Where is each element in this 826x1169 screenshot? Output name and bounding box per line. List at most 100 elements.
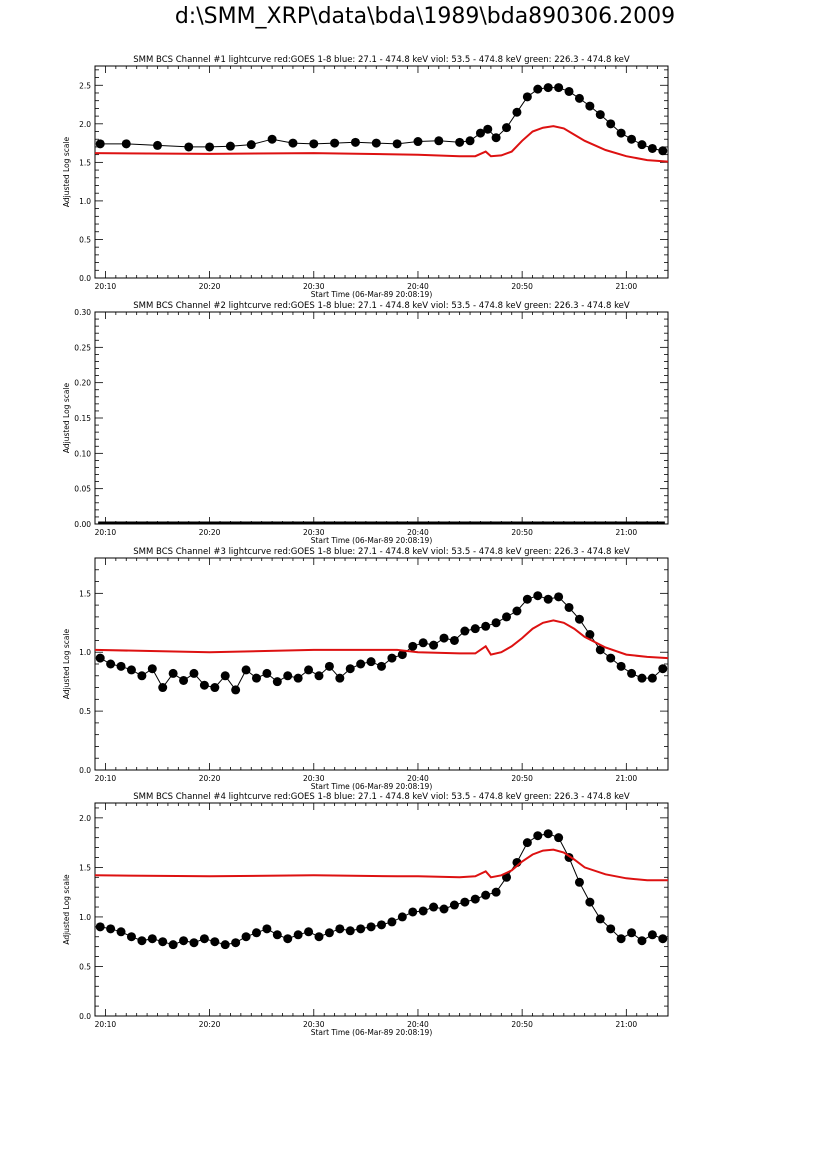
data-point: [658, 146, 668, 156]
data-point: [205, 142, 215, 152]
data-point: [350, 137, 360, 147]
data-point: [137, 671, 147, 681]
data-point: [595, 914, 605, 924]
data-point: [272, 677, 282, 687]
y-tick-label: 0.0: [79, 766, 91, 775]
y-tick-label: 0.25: [74, 343, 91, 352]
y-tick-label: 0.5: [79, 235, 91, 244]
y-tick-label: 1.5: [79, 589, 91, 598]
data-point: [429, 902, 439, 912]
data-point: [585, 101, 595, 111]
x-tick-label: 21:00: [616, 282, 638, 291]
y-tick-label: 0.15: [74, 414, 91, 423]
x-tick-label: 20:20: [199, 774, 221, 783]
y-tick-label: 1.5: [79, 863, 91, 872]
x-tick-label: 20:30: [303, 774, 325, 783]
data-point: [637, 936, 647, 946]
data-point: [283, 934, 293, 944]
y-tick-label: 0.10: [74, 449, 91, 458]
page-title: d:\SMM_XRP\data\bda\1989\bda890306.2009: [174, 4, 676, 29]
panel-title: SMM BCS Channel #4 lightcurve red:GOES 1…: [133, 792, 630, 802]
data-point: [533, 831, 543, 841]
data-point: [356, 659, 366, 669]
data-point: [262, 924, 272, 934]
goes-curve: [94, 125, 669, 163]
data-point: [512, 107, 522, 117]
panel-title: SMM BCS Channel #2 lightcurve red:GOES 1…: [133, 301, 630, 311]
data-point: [616, 661, 626, 671]
data-point: [335, 673, 345, 683]
x-tick-label: 20:20: [199, 528, 221, 537]
data-point: [210, 937, 220, 947]
data-connector: [99, 595, 664, 691]
data-point: [554, 592, 564, 602]
data-point: [304, 665, 314, 675]
data-point: [483, 124, 493, 134]
y-tick-label: 1.5: [79, 158, 91, 167]
data-point: [241, 932, 251, 942]
data-point: [491, 887, 501, 897]
y-tick-label: 1.0: [79, 197, 91, 206]
data-point: [533, 84, 543, 94]
data-point: [522, 594, 532, 604]
data-point: [460, 897, 470, 907]
data-point: [293, 673, 303, 683]
data-point: [512, 606, 522, 616]
data-point: [647, 930, 657, 940]
data-point: [439, 904, 449, 914]
panel-title: SMM BCS Channel #3 lightcurve red:GOES 1…: [133, 547, 630, 557]
y-tick-label: 2.5: [79, 81, 91, 90]
data-point: [330, 138, 340, 148]
data-point: [465, 136, 475, 146]
data-point: [314, 932, 324, 942]
x-tick-label: 20:40: [407, 528, 429, 537]
data-point: [554, 833, 564, 843]
data-point: [481, 890, 491, 900]
data-point: [585, 897, 595, 907]
x-tick-label: 21:00: [616, 528, 638, 537]
data-point: [606, 653, 616, 663]
data-point: [470, 894, 480, 904]
data-point: [491, 133, 501, 143]
x-tick-label: 20:50: [511, 282, 533, 291]
data-point: [429, 640, 439, 650]
x-tick-label: 20:10: [95, 774, 117, 783]
plot-frame: [94, 65, 669, 279]
x-tick-label: 20:40: [407, 1020, 429, 1029]
y-tick-label: 0.20: [74, 379, 91, 388]
data-point: [345, 664, 355, 674]
x-tick-label: 20:50: [511, 1020, 533, 1029]
data-point: [314, 671, 324, 681]
x-axis-label: Start Time (06-Mar-89 20:08:19): [311, 290, 433, 299]
x-tick-label: 20:30: [303, 282, 325, 291]
data-point: [377, 920, 386, 930]
data-point: [481, 621, 491, 631]
data-point: [564, 86, 574, 96]
y-tick-label: 0.5: [79, 962, 91, 971]
data-point: [116, 927, 126, 937]
data-point: [627, 668, 637, 678]
y-tick-label: 0.0: [79, 274, 91, 283]
y-axis-label: Adjusted Log scale: [62, 382, 71, 453]
data-point: [158, 937, 168, 947]
data-point: [408, 907, 418, 917]
data-point: [418, 638, 428, 648]
data-point: [574, 614, 584, 624]
panel-title: SMM BCS Channel #1 lightcurve red:GOES 1…: [133, 55, 630, 65]
x-tick-label: 20:30: [303, 1020, 325, 1029]
data-point: [554, 83, 564, 93]
x-axis-label: Start Time (06-Mar-89 20:08:19): [311, 536, 433, 545]
y-tick-label: 0.5: [79, 707, 91, 716]
data-point: [522, 838, 532, 848]
data-point: [392, 139, 402, 149]
data-point: [95, 653, 105, 663]
plot-frame: [94, 311, 669, 525]
data-point: [564, 602, 574, 612]
data-point: [585, 630, 595, 640]
data-point: [449, 635, 459, 645]
goes-curve: [94, 619, 669, 660]
data-point: [293, 930, 303, 940]
y-tick-label: 0.0: [79, 1012, 91, 1021]
x-axis-label: Start Time (06-Mar-89 20:08:19): [311, 1028, 433, 1037]
data-point: [387, 653, 397, 663]
